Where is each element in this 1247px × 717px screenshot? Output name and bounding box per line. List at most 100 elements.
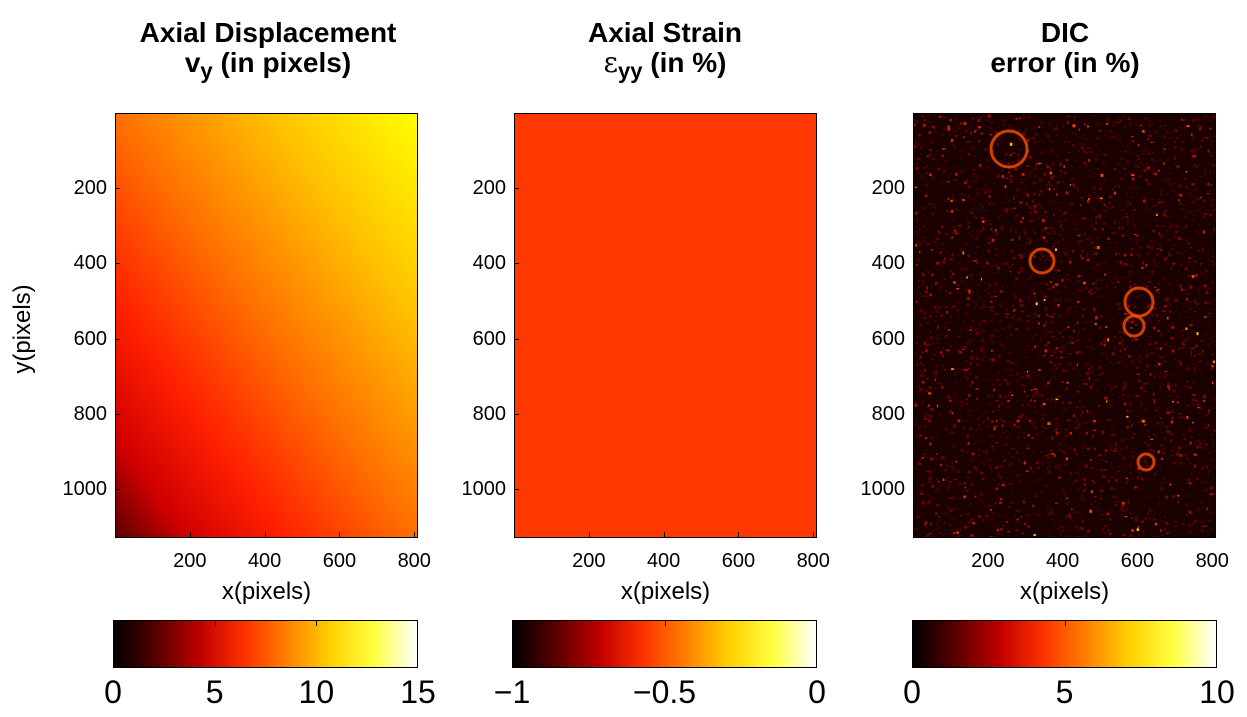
noise-speck: [1007, 517, 1009, 520]
noise-speck: [1046, 216, 1048, 218]
x-tick-label: 600: [322, 550, 357, 572]
noise-speck: [1214, 463, 1215, 466]
noise-speck: [1010, 208, 1013, 210]
noise-speck: [1046, 240, 1049, 242]
panel-title-line1: Axial Strain: [587, 17, 743, 48]
noise-speck: [965, 378, 969, 381]
noise-speck: [1150, 335, 1152, 338]
noise-speck: [951, 193, 954, 197]
noise-speck: [1132, 318, 1135, 321]
noise-speck: [1059, 221, 1062, 223]
noise-speck: [1117, 118, 1119, 120]
noise-speck: [1064, 463, 1068, 467]
noise-speck: [1111, 425, 1113, 428]
noise-speck: [1150, 122, 1153, 125]
noise-speck: [1189, 511, 1192, 514]
noise-speck: [1043, 260, 1045, 262]
noise-speck: [1017, 319, 1019, 322]
noise-speck: [951, 253, 953, 257]
noise-speck: [1187, 275, 1190, 277]
noise-speck: [995, 441, 998, 444]
noise-speck: [1108, 148, 1111, 150]
noise-speck: [1055, 248, 1057, 251]
noise-speck: [979, 454, 981, 456]
noise-speck: [1040, 206, 1044, 209]
noise-speck: [1125, 203, 1127, 206]
noise-speck: [988, 202, 991, 205]
noise-speck: [1031, 470, 1034, 473]
noise-speck: [1154, 286, 1157, 289]
noise-speck: [1156, 534, 1159, 537]
noise-speck: [944, 486, 947, 488]
noise-speck: [954, 328, 956, 332]
noise-speck: [1197, 249, 1200, 252]
noise-speck: [1088, 363, 1091, 366]
noise-speck: [1151, 198, 1154, 201]
noise-speck: [1068, 514, 1071, 517]
noise-speck: [1180, 461, 1184, 465]
noise-speck: [1060, 374, 1062, 376]
noise-speck: [1032, 168, 1035, 171]
noise-speck: [1150, 524, 1154, 527]
noise-speck: [1094, 282, 1097, 284]
noise-speck: [926, 286, 928, 290]
noise-speck: [1058, 245, 1060, 248]
noise-speck: [1020, 177, 1023, 181]
noise-speck: [947, 129, 950, 133]
x-tick-mark: [189, 532, 191, 537]
noise-speck: [1086, 409, 1089, 413]
noise-speck: [1115, 479, 1117, 482]
noise-speck: [1191, 183, 1195, 186]
noise-speck: [1047, 232, 1050, 234]
noise-speck: [1177, 230, 1179, 233]
noise-speck: [967, 227, 969, 230]
noise-speck: [964, 374, 967, 378]
noise-speck: [1004, 262, 1008, 265]
noise-speck: [1037, 212, 1040, 214]
noise-speck: [968, 340, 972, 343]
noise-speck: [1107, 514, 1109, 517]
noise-speck: [1001, 533, 1004, 536]
noise-speck: [1201, 526, 1205, 528]
noise-speck: [1163, 299, 1166, 301]
noise-speck: [1087, 169, 1089, 172]
noise-speck: [1093, 208, 1096, 212]
noise-speck: [964, 349, 967, 352]
noise-speck: [1068, 525, 1071, 528]
noise-speck: [1027, 524, 1030, 528]
noise-speck: [935, 437, 937, 440]
noise-speck: [1000, 231, 1003, 233]
noise-speck: [1018, 316, 1020, 320]
noise-speck: [1214, 421, 1215, 424]
noise-speck: [982, 461, 984, 463]
noise-speck: [1077, 339, 1080, 341]
noise-speck: [1216, 284, 1217, 286]
noise-speck: [1169, 431, 1171, 434]
noise-speck: [924, 368, 926, 372]
noise-speck: [1082, 161, 1085, 163]
noise-speck: [1009, 396, 1012, 400]
noise-speck: [957, 527, 959, 530]
noise-speck: [963, 319, 966, 323]
noise-speck: [915, 301, 918, 303]
noise-speck: [936, 491, 940, 493]
x-tick-label: 200: [572, 550, 606, 572]
noise-speck: [1189, 426, 1192, 429]
noise-speck: [1156, 248, 1159, 250]
noise-speck: [1027, 278, 1029, 280]
noise-speck: [1081, 498, 1085, 501]
noise-speck: [1151, 169, 1154, 171]
noise-speck: [1049, 259, 1051, 262]
noise-speck: [1095, 144, 1098, 147]
noise-speck: [916, 516, 919, 518]
noise-speck: [1065, 515, 1068, 519]
noise-speck: [1151, 151, 1155, 154]
noise-speck: [1210, 433, 1214, 436]
noise-speck: [944, 326, 947, 329]
noise-speck: [1203, 136, 1207, 139]
noise-speck: [1210, 185, 1213, 187]
noise-speck: [1160, 315, 1163, 318]
noise-speck: [1160, 444, 1162, 447]
noise-speck: [1078, 471, 1080, 475]
noise-speck: [928, 481, 932, 484]
